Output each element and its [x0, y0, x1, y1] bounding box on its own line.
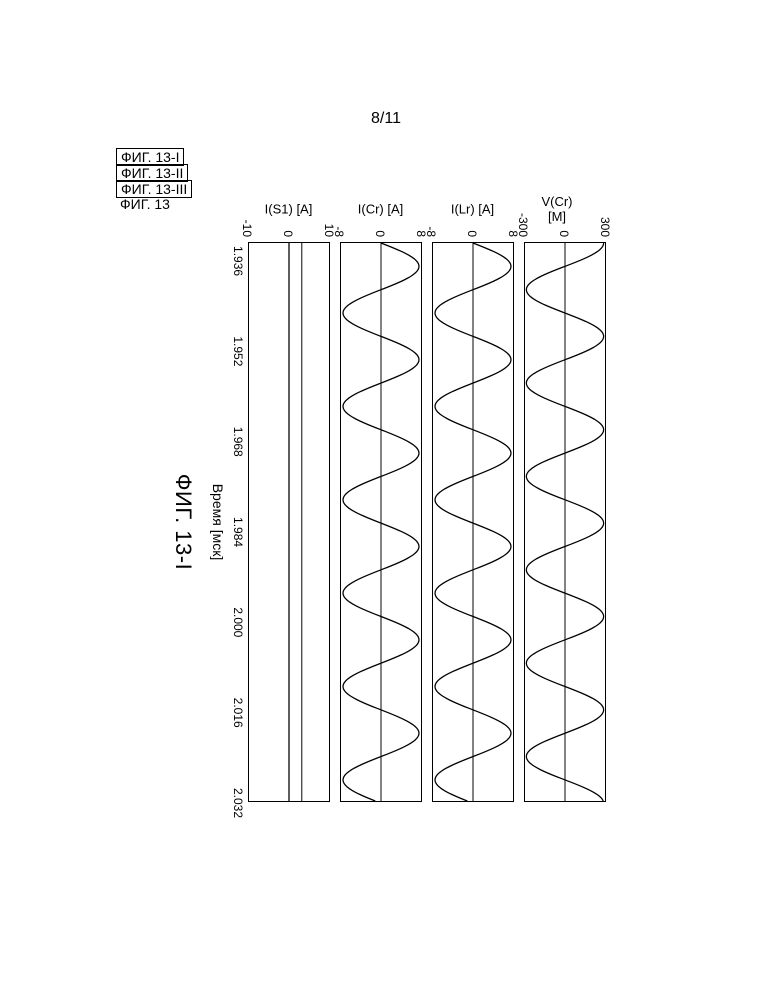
x-tick-label: 1.936: [231, 246, 245, 276]
chart-figure: V(Cr) [M]3000-300I(Lr) [A]80-8I(Cr) [A]8…: [166, 162, 606, 822]
x-tick-label: 2.000: [231, 607, 245, 637]
panel-is1: I(S1) [A]100-101.9361.9521.9681.9842.000…: [248, 242, 330, 802]
y-tick-label: 0: [375, 203, 385, 237]
y-tick-label: 0: [283, 203, 293, 237]
page-number: 8/11: [0, 110, 772, 128]
y-tick-label: 300: [600, 203, 610, 237]
panel-vcr: V(Cr) [M]3000-300: [524, 242, 606, 802]
x-axis-label: Время [мск]: [210, 242, 226, 802]
y-tick-label: -10: [242, 203, 252, 237]
figure-caption: ФИГ. 13-I: [170, 242, 196, 802]
x-tick-label: 2.016: [231, 698, 245, 728]
x-tick-label: 1.984: [231, 517, 245, 547]
x-tick-label: 1.952: [231, 336, 245, 366]
y-tick-label: 10: [324, 203, 334, 237]
y-tick-label: 0: [467, 203, 477, 237]
x-tick-label: 1.968: [231, 427, 245, 457]
y-tick-label: 8: [508, 203, 518, 237]
y-tick-label: 0: [559, 203, 569, 237]
panel-icr: I(Cr) [A]80-8: [340, 242, 422, 802]
y-tick-label: 8: [416, 203, 426, 237]
x-tick-label: 2.032: [231, 788, 245, 818]
panel-ilr: I(Lr) [A]80-8: [432, 242, 514, 802]
y-axis-label: V(Cr) [M]: [533, 194, 581, 224]
